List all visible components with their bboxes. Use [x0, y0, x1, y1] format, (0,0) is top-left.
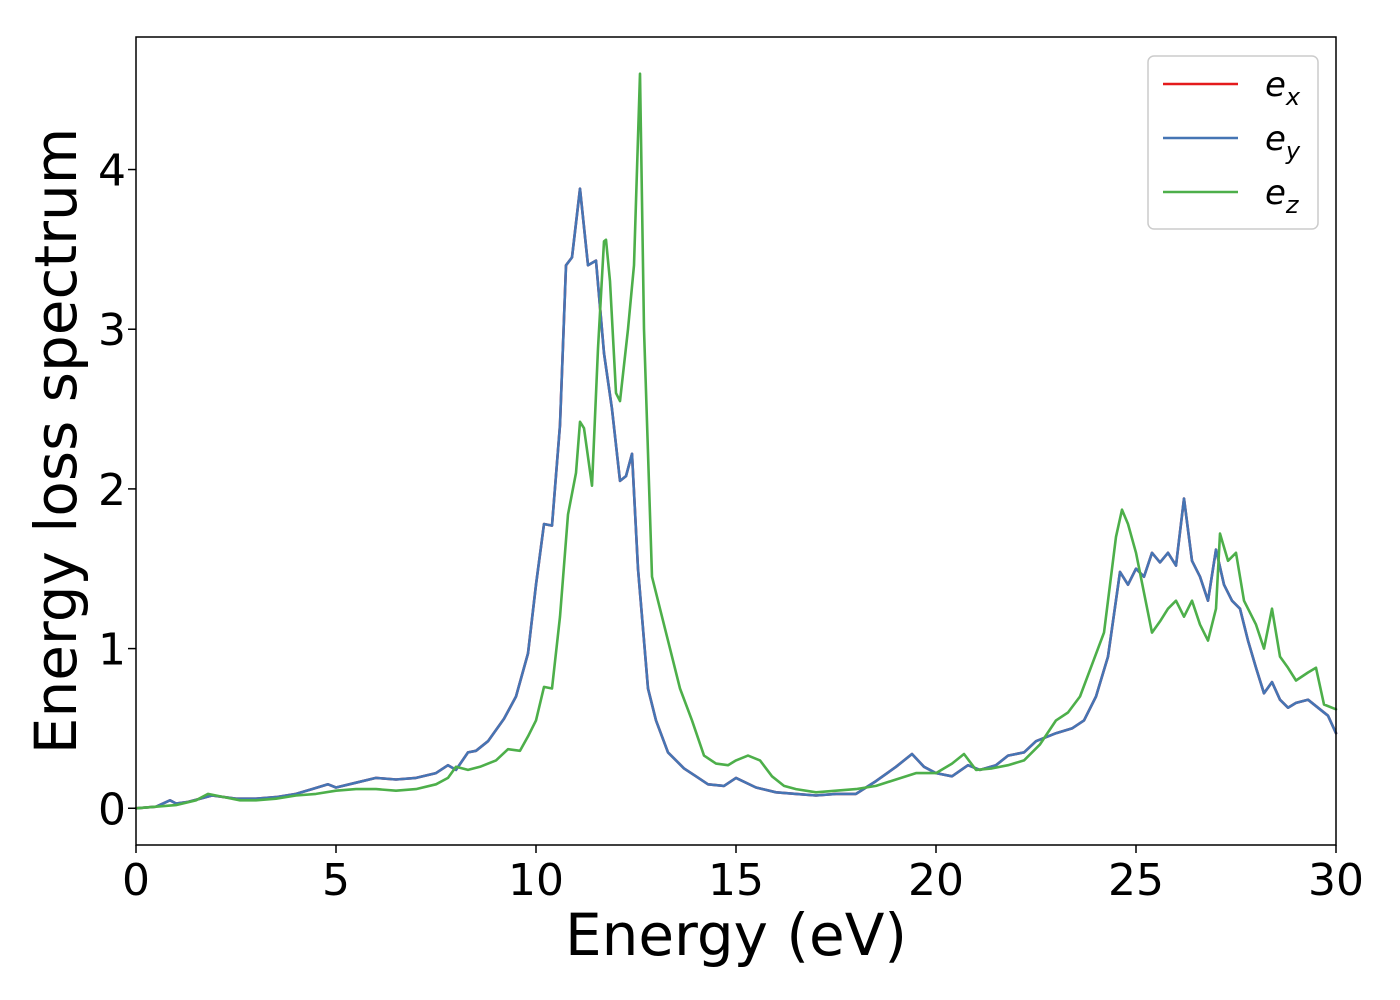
y-tick-label: 0	[98, 784, 126, 835]
legend-box	[1147, 55, 1319, 230]
series-line-y	[134, 187, 1338, 810]
plot-series-layer	[134, 72, 1338, 810]
x-tick-label: 15	[708, 855, 764, 906]
legend-label-y: ey	[1265, 119, 1301, 165]
legend-label-subscript: z	[1285, 191, 1300, 219]
x-axis-label: Energy (eV)	[565, 901, 907, 969]
legend-label-subscript: x	[1285, 83, 1301, 111]
y-axis-label: Energy loss spectrum	[22, 128, 90, 754]
x-tick-label: 0	[122, 855, 150, 906]
x-tick-label: 20	[908, 855, 964, 906]
legend-label-z: ez	[1265, 173, 1300, 219]
y-tick-label: 3	[98, 305, 126, 356]
legend-label-main: e	[1265, 65, 1286, 105]
x-tick-label: 5	[322, 855, 350, 906]
legend-label-subscript: y	[1285, 137, 1301, 165]
y-tick-label: 2	[98, 465, 126, 516]
legend-label-main: e	[1265, 119, 1286, 159]
x-tick-label: 10	[508, 855, 564, 906]
x-tick-label: 30	[1308, 855, 1364, 906]
legend-label-x: ex	[1265, 65, 1301, 111]
x-axis: 0 5 10 15 20 25 30	[122, 845, 1364, 906]
y-axis: 0 1 2 3 4	[98, 146, 136, 835]
y-tick-label: 1	[98, 625, 126, 676]
series-line-z	[134, 72, 1338, 810]
y-tick-label: 4	[98, 146, 126, 197]
x-tick-label: 25	[1108, 855, 1164, 906]
series-line-x	[134, 187, 1338, 810]
legend-label-main: e	[1265, 173, 1286, 213]
